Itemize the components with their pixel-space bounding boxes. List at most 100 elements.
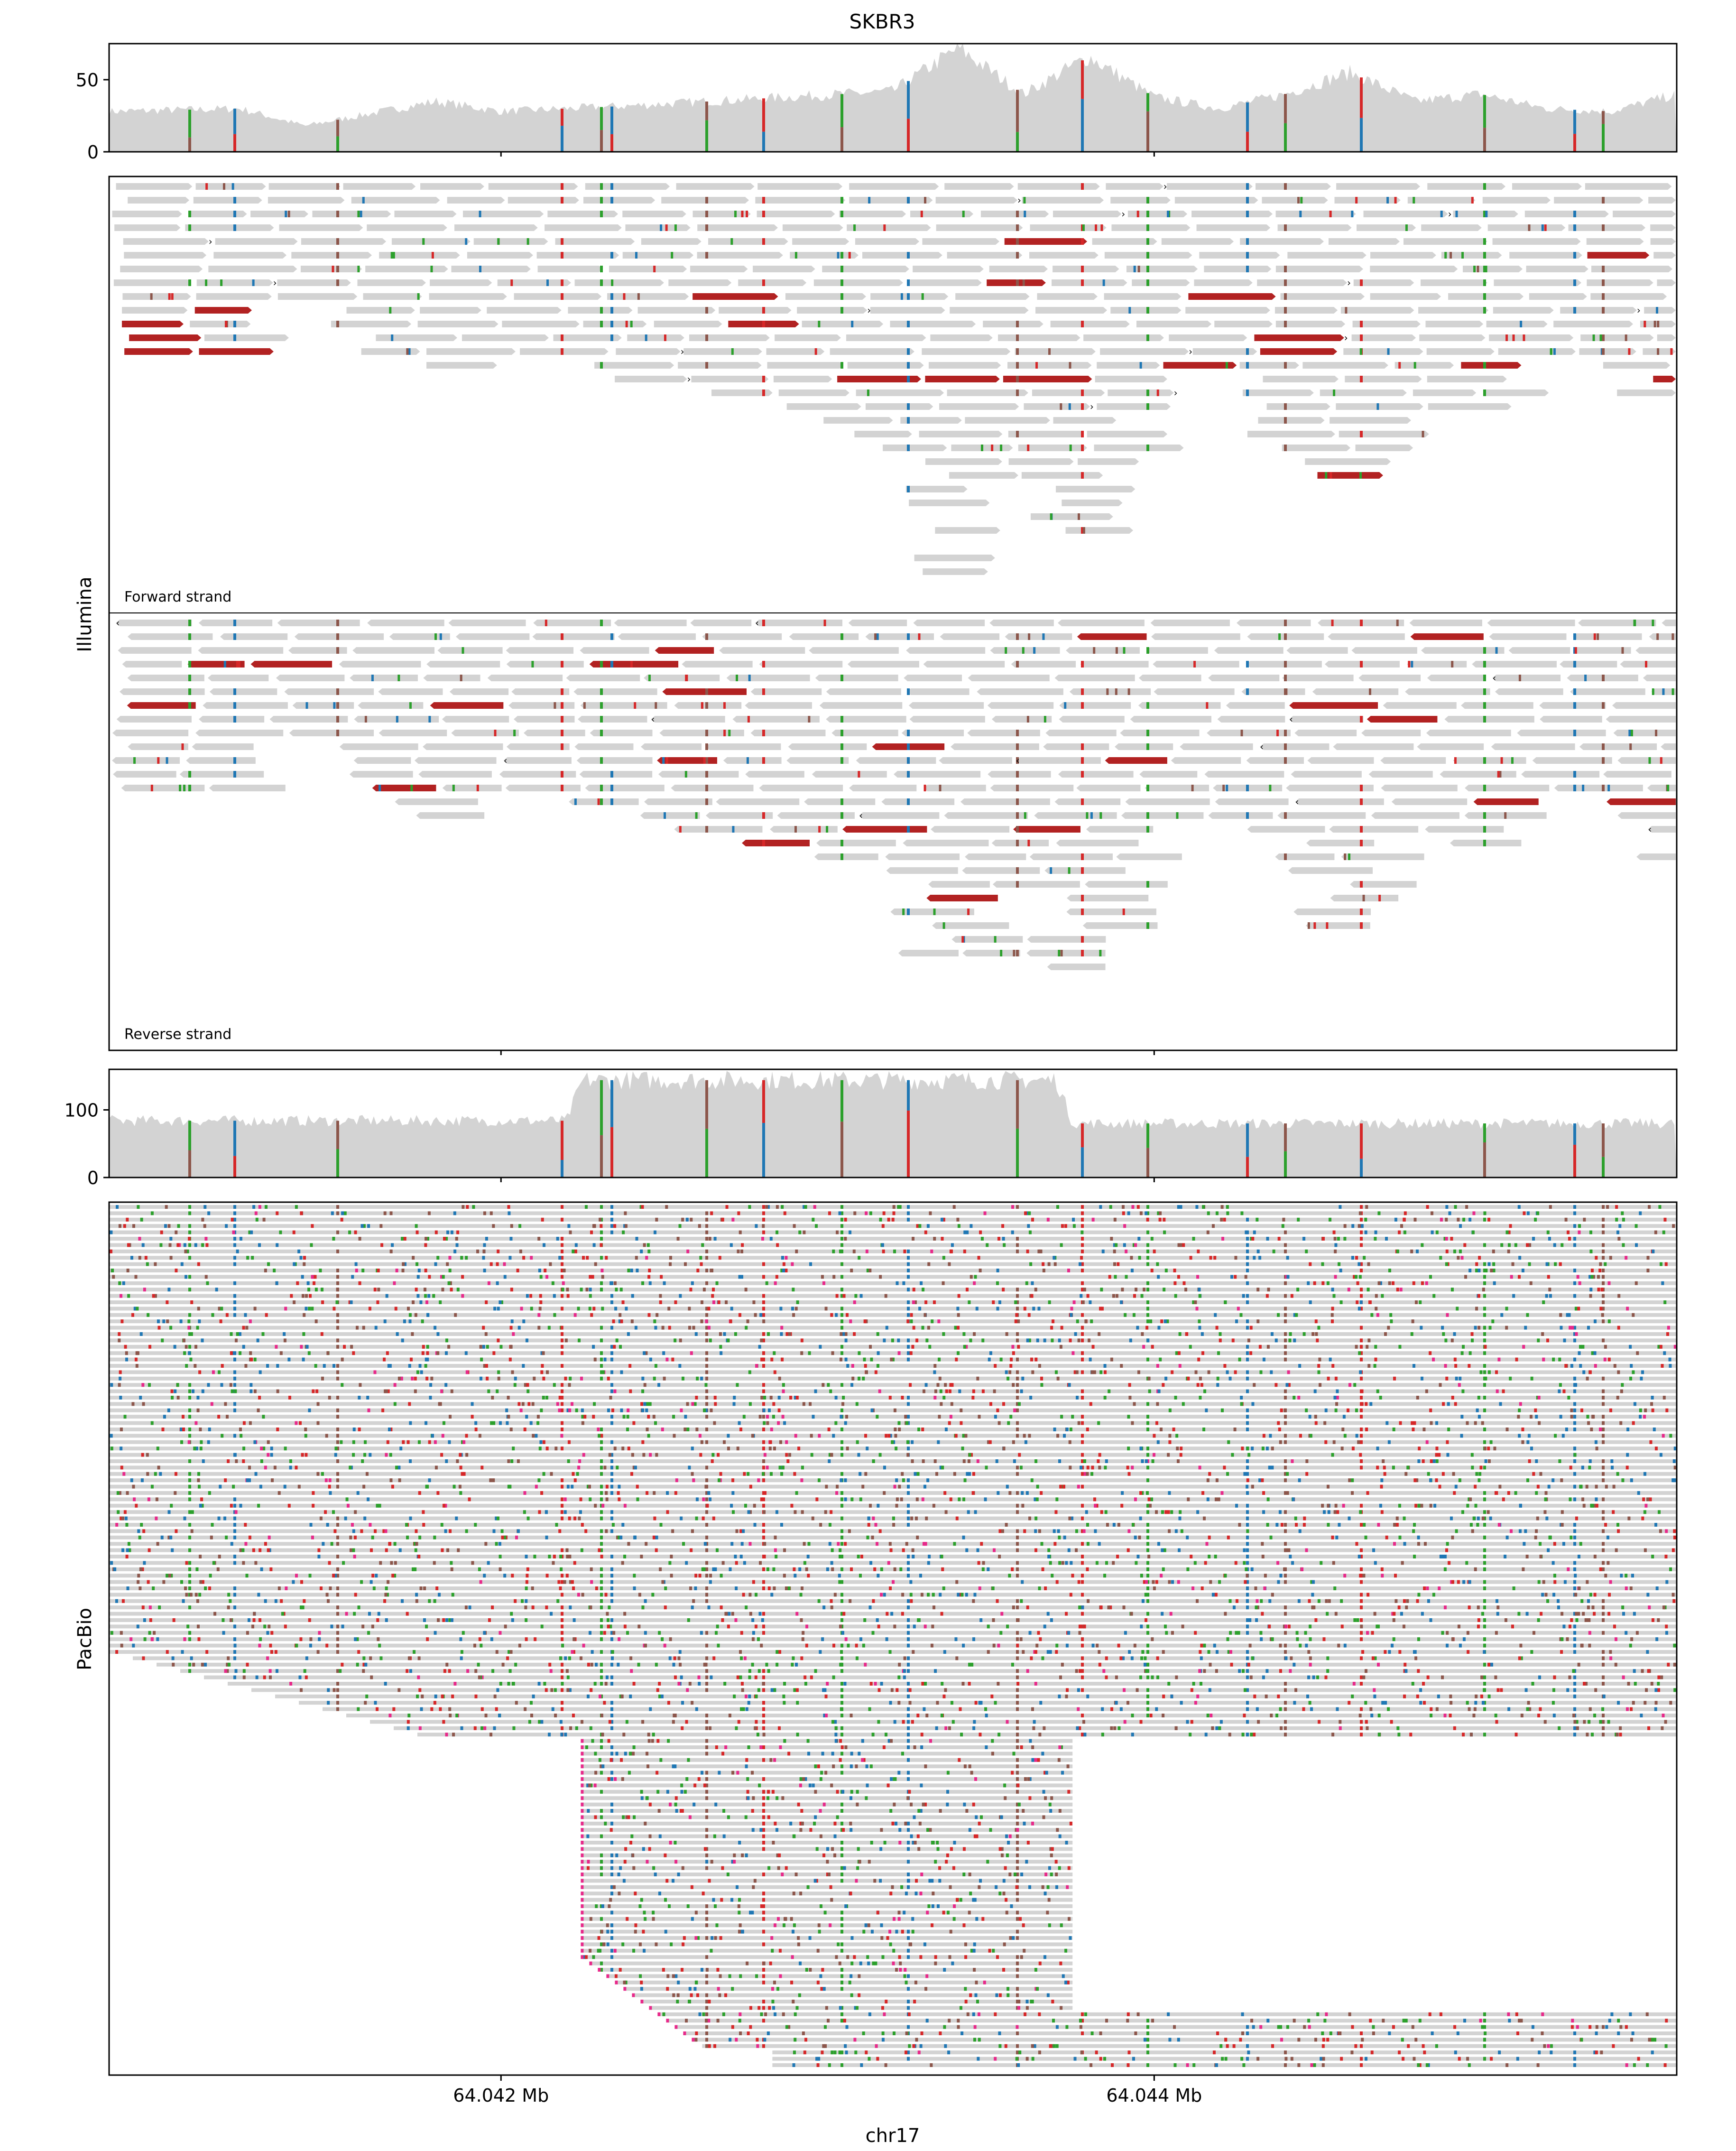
- pacbio-read: [109, 1497, 1677, 1502]
- read-mismatch: [840, 1332, 843, 1336]
- read-mismatch: [1440, 211, 1443, 217]
- read-mismatch: [1276, 730, 1279, 736]
- read-mismatch: [148, 1344, 152, 1349]
- read-mismatch: [1258, 1256, 1262, 1260]
- forward-strand-label: Forward strand: [124, 589, 231, 605]
- coverage-variant-bar: [1602, 1157, 1605, 1177]
- illumina-read: [1613, 730, 1676, 736]
- read-mismatch: [1206, 1478, 1210, 1483]
- read-mismatch: [600, 1281, 603, 1285]
- read-mismatch: [194, 1243, 197, 1247]
- read-mismatch: [482, 1249, 486, 1253]
- read-mismatch: [1649, 1440, 1653, 1444]
- read-mismatch: [1366, 1344, 1369, 1349]
- illumina-read: [196, 279, 273, 286]
- read-mismatch: [1206, 1230, 1210, 1234]
- read-mismatch: [1380, 1478, 1384, 1483]
- illumina-read: [1585, 183, 1672, 190]
- illumina-read: [537, 266, 603, 272]
- read-mismatch: [517, 1459, 520, 1463]
- read-mismatch: [233, 1217, 236, 1222]
- read-mismatch: [703, 757, 706, 764]
- read-mismatch: [766, 1421, 769, 1425]
- read-mismatch: [538, 1510, 541, 1514]
- read-mismatch: [1081, 1205, 1084, 1209]
- read-mismatch: [610, 798, 613, 805]
- read-mismatch: [795, 1491, 798, 1495]
- illumina-read: [195, 183, 266, 190]
- read-mismatch: [705, 771, 708, 778]
- read-mismatch: [1360, 716, 1363, 723]
- illumina-read: [1352, 321, 1421, 327]
- read-mismatch: [958, 1389, 961, 1393]
- read-mismatch: [253, 1357, 257, 1362]
- read-mismatch: [542, 1472, 545, 1476]
- illumina-read: [1029, 252, 1099, 259]
- read-mismatch: [849, 1230, 852, 1234]
- read-mismatch: [376, 1300, 379, 1304]
- illumina-read: [903, 840, 989, 846]
- read-mismatch: [176, 1396, 180, 1400]
- read-mismatch: [889, 1434, 892, 1438]
- read-mismatch: [794, 1396, 797, 1400]
- read-mismatch: [252, 279, 255, 286]
- read-mismatch: [353, 1535, 357, 1539]
- read-mismatch: [336, 1370, 339, 1374]
- read-mismatch: [1573, 1484, 1576, 1489]
- read-mismatch: [249, 1383, 253, 1387]
- read-mismatch: [539, 1275, 543, 1279]
- read-mismatch: [1544, 224, 1547, 231]
- read-mismatch: [775, 1510, 778, 1514]
- illumina-read: [1307, 757, 1374, 764]
- read-mismatch: [592, 1307, 596, 1311]
- read-mismatch: [1040, 1491, 1043, 1495]
- read-mismatch: [233, 224, 236, 231]
- read-mismatch: [1241, 1446, 1244, 1451]
- read-mismatch: [1411, 661, 1413, 668]
- illumina-read: [120, 688, 205, 695]
- pacbio-read: [109, 1510, 1677, 1514]
- read-mismatch: [736, 675, 739, 681]
- read-mismatch: [1438, 1453, 1441, 1457]
- read-mismatch: [617, 1491, 620, 1495]
- read-mismatch: [171, 1396, 174, 1400]
- read-mismatch: [1360, 661, 1363, 668]
- read-mismatch: [180, 1440, 184, 1444]
- illumina-read: [1017, 183, 1100, 190]
- read-mismatch: [176, 1243, 180, 1247]
- read-mismatch: [907, 1262, 910, 1266]
- illumina-read: [886, 867, 958, 874]
- read-mismatch: [1059, 1484, 1062, 1489]
- read-mismatch: [1284, 1465, 1287, 1470]
- illumina-read-pileup: ››› ››› ›› ››› ››››‹ ‹‹‹ ‹‹‹ ‹‹‹‹: [112, 181, 1676, 970]
- read-mismatch: [840, 730, 843, 736]
- read-mismatch: [842, 1396, 845, 1400]
- read-mismatch: [1246, 1376, 1249, 1381]
- illumina-read: [284, 688, 374, 695]
- read-mismatch: [352, 1529, 355, 1533]
- read-mismatch: [190, 1300, 194, 1304]
- read-mismatch: [159, 1243, 163, 1247]
- read-mismatch: [695, 812, 698, 819]
- illumina-read: [951, 743, 1039, 750]
- read-mismatch: [1100, 1510, 1103, 1514]
- insertion-marker: ›: [1344, 332, 1348, 343]
- read-mismatch: [659, 1294, 662, 1298]
- read-mismatch: [1487, 1370, 1491, 1374]
- pacbio-read: [109, 1262, 1677, 1266]
- read-mismatch: [894, 1434, 897, 1438]
- read-mismatch: [858, 771, 860, 778]
- illumina-read: [1139, 771, 1198, 778]
- read-mismatch: [336, 1408, 339, 1412]
- read-mismatch: [373, 1288, 377, 1292]
- read-mismatch: [1559, 1262, 1562, 1266]
- read-mismatch: [907, 1338, 910, 1343]
- read-mismatch: [698, 1224, 701, 1228]
- read-mismatch: [1175, 1434, 1179, 1438]
- read-mismatch: [1288, 1338, 1292, 1343]
- read-mismatch: [1541, 224, 1544, 231]
- read-mismatch: [872, 1459, 875, 1463]
- read-mismatch: [424, 1269, 427, 1272]
- read-mismatch: [762, 1319, 766, 1324]
- read-mismatch: [1253, 1383, 1256, 1387]
